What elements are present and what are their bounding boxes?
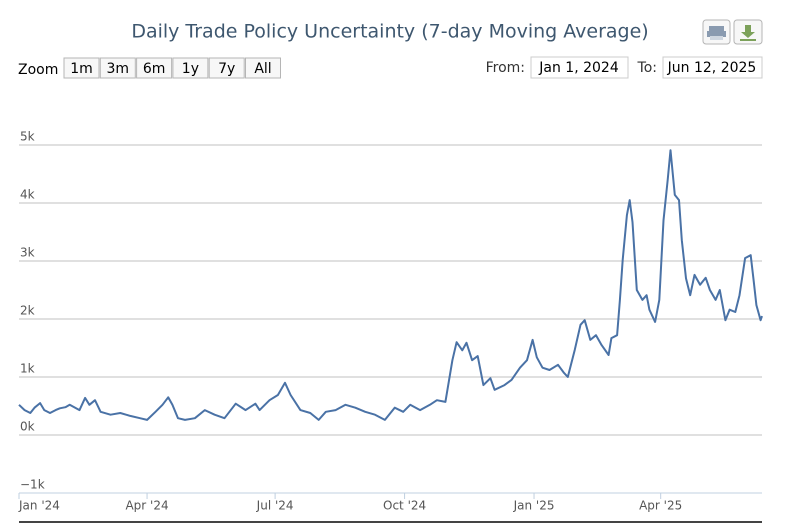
zoom-button[interactable] [136, 57, 173, 79]
x-tick-label: Apr '25 [639, 499, 682, 513]
from-input[interactable] [530, 56, 629, 79]
y-tick-label: −1k [20, 478, 45, 492]
print-button[interactable] [702, 19, 731, 45]
data-line [18, 149, 763, 421]
x-tick-label: Oct '24 [383, 499, 426, 513]
zoom-button-label[interactable]: 7y [218, 61, 235, 77]
zoom-button-label[interactable]: 3m [107, 61, 130, 77]
y-tick-label: 1k [20, 362, 35, 376]
y-tick-label: 5k [20, 130, 35, 144]
y-tick-label: 0k [20, 420, 35, 434]
zoom-button-label[interactable]: 1y [182, 61, 199, 77]
y-tick-label: 4k [20, 188, 35, 202]
zoom-button-label[interactable]: 1m [70, 61, 93, 77]
y-tick-label: 2k [20, 304, 35, 318]
x-tick-label: Jul '24 [256, 499, 294, 513]
x-tick-label: Jan '24 [18, 499, 60, 513]
zoom-button[interactable] [208, 57, 245, 79]
zoom-button[interactable] [99, 57, 136, 79]
download-button[interactable] [733, 19, 763, 45]
zoom-button[interactable] [63, 57, 100, 79]
to-label: To: [637, 60, 657, 76]
chart-title: Daily Trade Policy Uncertainty (7-day Mo… [131, 21, 648, 43]
zoom-button-label[interactable]: All [254, 61, 271, 77]
to-input[interactable] [662, 56, 763, 79]
zoom-button[interactable] [172, 57, 209, 79]
zoom-label: Zoom [18, 62, 58, 78]
from-value[interactable]: Jan 1, 2024 [538, 60, 619, 76]
x-tick-label: Jan '25 [513, 499, 555, 513]
from-label: From: [486, 60, 525, 76]
zoom-button-label[interactable]: 6m [143, 61, 166, 77]
y-tick-label: 3k [20, 246, 35, 260]
to-value[interactable]: Jun 12, 2025 [667, 60, 757, 76]
x-tick-label: Apr '24 [125, 499, 168, 513]
zoom-button[interactable] [245, 57, 281, 79]
